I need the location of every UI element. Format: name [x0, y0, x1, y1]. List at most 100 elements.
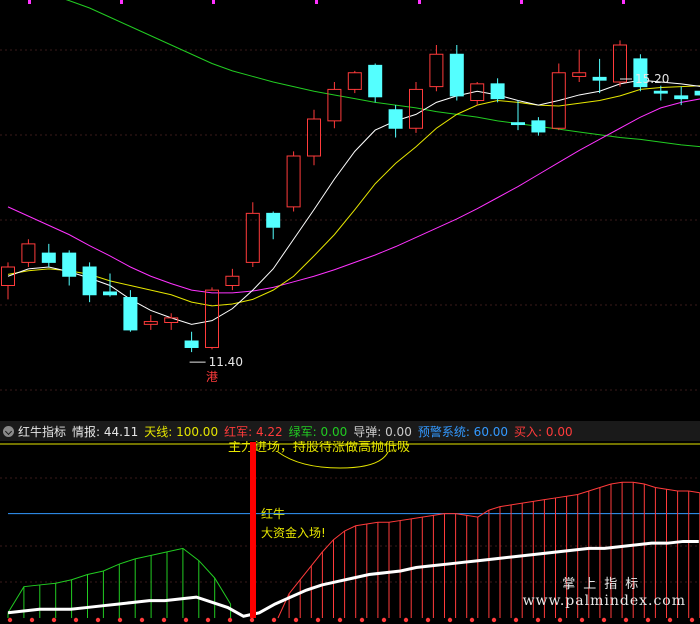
candle-15 [307, 109, 321, 166]
candle-body-21 [429, 53, 444, 88]
bottom-dot-27 [601, 617, 607, 623]
top-marker-dot-3 [315, 0, 318, 4]
candle-body-11 [225, 275, 240, 286]
bottom-dot-6 [139, 617, 145, 623]
bottom-dot-28 [623, 617, 629, 623]
bottom-dot-21 [469, 617, 475, 623]
gang-marker: 港 [206, 370, 218, 384]
candle-body-17 [347, 72, 362, 90]
watermark-url: www.palmindex.com [522, 593, 686, 609]
intel-line [7, 539, 699, 618]
indicator-name[interactable]: 红牛指标 [18, 424, 67, 439]
candle-20 [409, 82, 423, 133]
candle-body-8 [164, 317, 179, 323]
candle-body-32 [653, 90, 668, 94]
top-marker-dot-0 [28, 0, 31, 4]
candle-19 [388, 105, 403, 138]
candle-body-29 [592, 76, 607, 81]
candle-18 [368, 63, 383, 103]
bottom-dot-26 [579, 617, 585, 623]
bottom-dot-7 [161, 617, 167, 623]
top-marker-dot-4 [418, 0, 421, 4]
candle-33 [674, 86, 689, 106]
indicator-legend: 红牛指标 情报: 44.11 天线: 100.00 红军: 4.22 绿军: 0.00… [0, 421, 700, 441]
ma-slow-line [7, 98, 700, 294]
bottom-dot-17 [381, 617, 387, 623]
bottom-dot-23 [513, 617, 519, 623]
legend-item-2: 红军: 4.22 [224, 424, 283, 439]
bottom-dot-8 [183, 617, 189, 623]
candle-body-0 [1, 266, 15, 286]
candle-9 [184, 331, 199, 353]
candle-8 [164, 313, 179, 330]
candle-body-19 [388, 109, 403, 129]
candle-body-1 [21, 243, 36, 263]
top-marker-dot-1 [120, 0, 123, 4]
sky-curve [277, 451, 389, 469]
grid-lines [0, 49, 700, 583]
signal-bar [250, 442, 256, 618]
candle-body-27 [551, 72, 566, 129]
indicator-panel[interactable]: 主力进场，持股待涨做高抛低吸 红牛 大资金入场! [0, 439, 700, 623]
bottom-dot-11 [249, 617, 255, 623]
legend-item-5: 预警系统: 60.00 [417, 424, 509, 439]
bottom-dot-12 [271, 617, 277, 623]
legend-item-1: 天线: 100.00 [144, 424, 219, 439]
bottom-dot-24 [535, 617, 541, 623]
candle-7 [143, 315, 158, 330]
candle-11 [225, 268, 240, 291]
candle-12 [245, 202, 260, 267]
candle-body-3 [62, 252, 77, 277]
candle-28 [572, 49, 587, 82]
candle-24 [490, 78, 505, 103]
candle-17 [347, 70, 362, 94]
candle-30 [613, 40, 627, 87]
candlestick-series[interactable] [1, 40, 700, 353]
candle-34 [694, 90, 700, 96]
candle-16 [327, 82, 342, 129]
clipped-signal-text: 主力进场，持股待涨做高抛低吸 [228, 439, 410, 455]
candle-29 [592, 58, 607, 94]
bottom-dot-0 [7, 617, 13, 623]
candle-body-10 [205, 289, 219, 348]
candle-21 [429, 45, 444, 92]
top-marker-dot-5 [520, 0, 523, 4]
candle-body-34 [694, 90, 700, 96]
candle-body-7 [143, 321, 158, 325]
moving-average-lines [7, 0, 700, 325]
bottom-dot-3 [73, 617, 79, 623]
candle-body-20 [409, 88, 423, 129]
collapse-toggle-icon[interactable] [3, 425, 14, 437]
top-marker-dot-2 [212, 0, 215, 4]
candle-body-30 [613, 44, 627, 83]
candle-body-9 [184, 340, 199, 348]
signal-text: 大资金入场! [261, 525, 326, 540]
candle-body-22 [449, 53, 464, 97]
legend-item-6: 买入: 0.00 [514, 424, 573, 439]
candle-body-18 [368, 64, 383, 98]
candle-32 [653, 85, 668, 101]
candle-body-33 [674, 95, 689, 100]
bottom-dot-22 [491, 617, 497, 623]
bottom-dot-25 [557, 617, 563, 623]
candle-body-2 [41, 252, 56, 263]
ma-fast-line [7, 79, 700, 325]
legend-item-3: 绿军: 0.00 [288, 424, 348, 439]
bottom-dot-10 [227, 617, 233, 623]
candle-1 [21, 239, 36, 267]
candle-4 [82, 262, 97, 303]
candle-27 [551, 63, 566, 131]
legend-items: 情报: 44.11 天线: 100.00 红军: 4.22 绿军: 0.00 导弹: 0… [72, 423, 579, 440]
bottom-dot-19 [425, 617, 431, 623]
candle-body-13 [266, 212, 281, 228]
watermark: 掌上指标 www.palmindex.com [523, 573, 686, 609]
top-marker-dot-6 [622, 0, 625, 4]
bottom-dot-31 [689, 617, 695, 623]
candle-body-28 [572, 72, 587, 77]
bottom-dot-30 [667, 617, 673, 623]
candle-body-12 [245, 212, 260, 263]
ma-mid-line [7, 85, 700, 307]
candle-31 [633, 54, 648, 92]
candle-23 [470, 82, 485, 106]
